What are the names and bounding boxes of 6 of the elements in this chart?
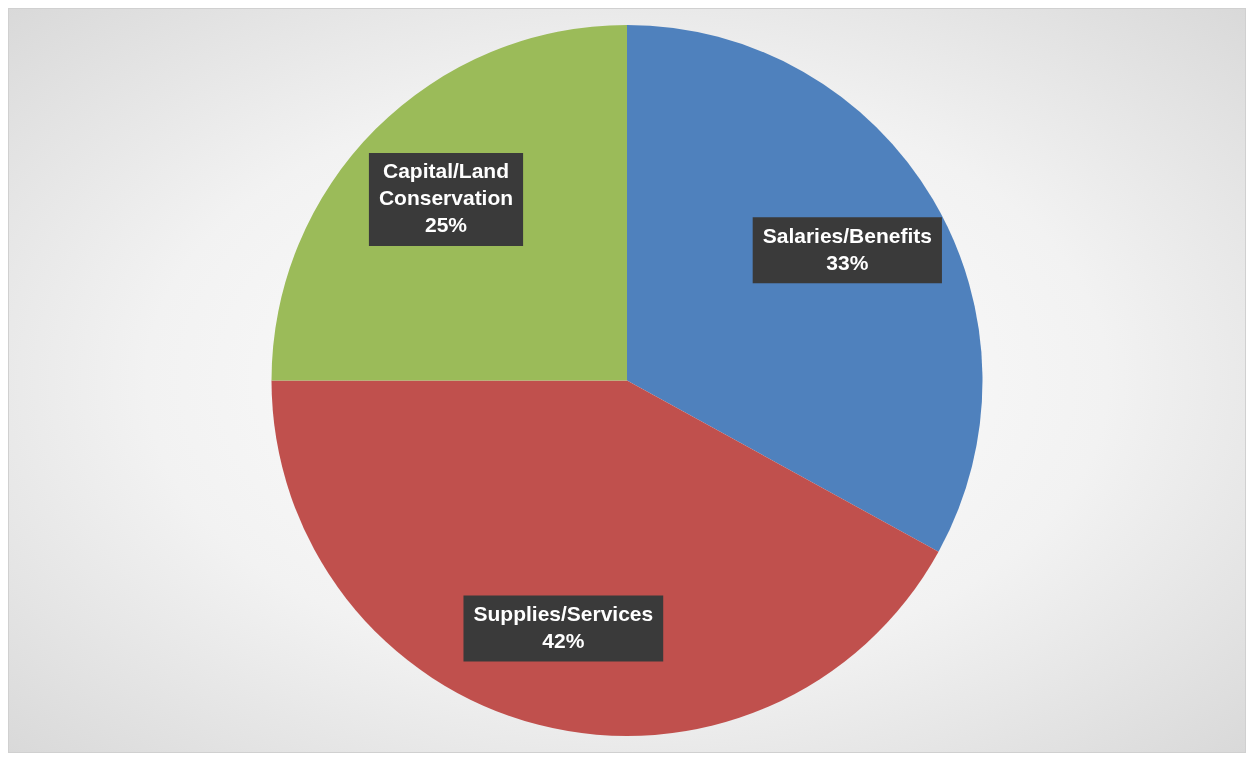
data-label: 25%	[424, 213, 468, 237]
data-label: 42%	[542, 628, 585, 652]
slice-label: Capital/Land Conservation	[378, 159, 514, 210]
data-label: 33%	[826, 250, 869, 274]
slice-label: Supplies/Services	[473, 601, 654, 625]
slice-label: Salaries/Benefits	[762, 223, 932, 247]
